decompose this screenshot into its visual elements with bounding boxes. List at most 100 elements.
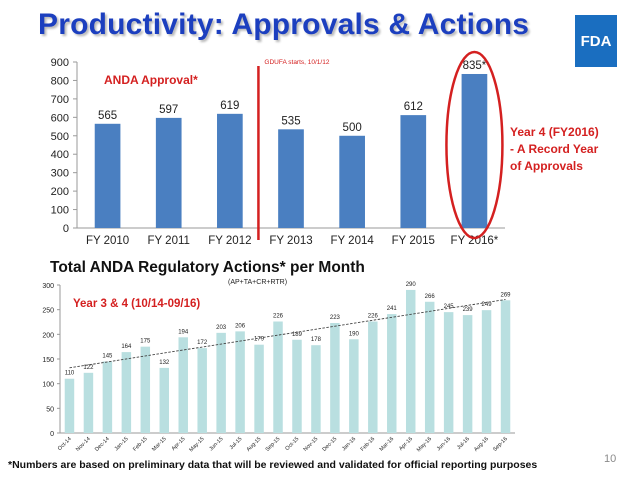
- x-tick-label: Jan-15: [114, 436, 130, 452]
- y-tick-label: 100: [51, 205, 69, 217]
- data-label: 190: [349, 331, 360, 337]
- x-tick-label: Aug-15: [246, 436, 263, 453]
- data-label: 619: [220, 100, 239, 112]
- x-tick-label: Mar-16: [379, 436, 396, 453]
- x-tick-label: Jun-15: [208, 436, 224, 452]
- x-tick-label: Jun-16: [436, 436, 452, 452]
- bar: [64, 378, 75, 433]
- data-label: 122: [83, 365, 94, 371]
- data-label: 269: [501, 292, 512, 298]
- bar: [140, 346, 151, 433]
- data-label: 245: [444, 304, 455, 310]
- x-tick-label: Jul-15: [229, 436, 244, 451]
- monthly-actions-chart: Total ANDA Regulatory Actions* per Month…: [42, 259, 515, 453]
- data-label: 535: [281, 115, 300, 127]
- bar: [102, 361, 113, 433]
- bar: [481, 310, 492, 433]
- data-label: 239: [463, 307, 474, 313]
- x-tick-label: FY 2014: [331, 235, 375, 247]
- x-tick-label: FY 2012: [208, 235, 251, 247]
- bar: [217, 113, 243, 228]
- data-label: 226: [273, 314, 284, 320]
- x-tick-label: FY 2010: [86, 235, 129, 247]
- y-tick-label: 100: [42, 382, 54, 389]
- record-year-annotation: of Approvals: [510, 159, 583, 173]
- bar: [235, 331, 245, 433]
- data-label: 249: [482, 302, 493, 308]
- y-tick-label: 700: [51, 94, 69, 106]
- page-number: 10: [604, 453, 617, 465]
- bar: [500, 300, 511, 433]
- data-label: 194: [178, 329, 189, 335]
- bar: [94, 123, 121, 228]
- y-tick-label: 200: [42, 332, 54, 339]
- bar: [349, 339, 359, 433]
- data-label: 203: [216, 325, 227, 331]
- bar: [292, 339, 302, 433]
- data-label: 266: [425, 294, 436, 300]
- data-label: 189: [292, 332, 303, 338]
- bar: [461, 73, 488, 228]
- fda-logo: FDA: [575, 15, 617, 67]
- y-tick-label: 300: [42, 283, 54, 290]
- y-tick-label: 0: [50, 431, 54, 438]
- bar: [254, 344, 264, 433]
- data-label: 565: [98, 110, 117, 122]
- x-tick-label: Oct-14: [57, 436, 73, 452]
- data-label: 290: [406, 282, 417, 288]
- bar: [197, 348, 207, 433]
- data-label: 172: [197, 340, 208, 346]
- x-tick-label: Sep-15: [265, 436, 282, 453]
- bar: [339, 135, 365, 228]
- y-tick-label: 0: [63, 223, 69, 235]
- bar: [178, 337, 188, 433]
- data-label: 500: [343, 122, 362, 134]
- x-tick-label: Oct-15: [284, 436, 300, 452]
- y-tick-label: 800: [51, 75, 69, 87]
- y-tick-label: 150: [42, 357, 54, 364]
- bar: [273, 321, 283, 433]
- gdufa-annotation: GDUFA starts, 10/1/12: [264, 59, 329, 66]
- x-tick-label: FY 2013: [269, 235, 312, 247]
- x-tick-label: Apr-15: [171, 436, 187, 452]
- data-label: 110: [65, 371, 75, 377]
- series-label: ANDA Approval*: [104, 73, 198, 87]
- data-label: 241: [387, 306, 398, 312]
- x-tick-label: Mar-15: [151, 436, 168, 453]
- x-tick-label: May-16: [416, 436, 433, 453]
- bar: [368, 321, 378, 433]
- y-tick-label: 50: [46, 406, 54, 413]
- data-label: 612: [404, 101, 423, 113]
- y-tick-label: 400: [51, 149, 69, 161]
- bar: [155, 117, 182, 228]
- bar: [424, 301, 435, 433]
- x-tick-label: Nov-14: [75, 436, 92, 453]
- x-tick-label: May-15: [188, 436, 205, 453]
- trend-line: [69, 299, 506, 369]
- x-tick-label: FY 2016*: [451, 235, 499, 247]
- record-year-annotation: - A Record Year: [510, 142, 599, 156]
- x-tick-label: FY 2015: [392, 235, 435, 247]
- x-tick-label: Jul-16: [456, 436, 471, 451]
- y-tick-label: 300: [51, 168, 69, 180]
- bar: [400, 115, 427, 228]
- y-tick-label: 250: [42, 308, 54, 315]
- bar: [311, 345, 321, 433]
- data-label: 835*: [463, 60, 487, 72]
- chart-subtitle: (AP+TA+CR+RTR): [228, 279, 287, 286]
- bar: [121, 352, 132, 433]
- x-tick-label: Dec-14: [94, 436, 111, 453]
- bar: [462, 315, 473, 433]
- bar: [443, 312, 454, 433]
- x-tick-label: Dec-15: [322, 436, 339, 453]
- bar: [216, 332, 226, 433]
- bar: [387, 314, 397, 433]
- x-tick-label: Nov-15: [303, 436, 320, 453]
- data-label: 206: [235, 323, 246, 329]
- y-tick-label: 200: [51, 186, 69, 198]
- series-label: Year 3 & 4 (10/14-09/16): [73, 298, 200, 310]
- footnote: *Numbers are based on preliminary data t…: [8, 459, 538, 471]
- bar: [405, 289, 416, 433]
- data-label: 223: [330, 315, 341, 321]
- x-tick-label: Feb-16: [360, 436, 377, 453]
